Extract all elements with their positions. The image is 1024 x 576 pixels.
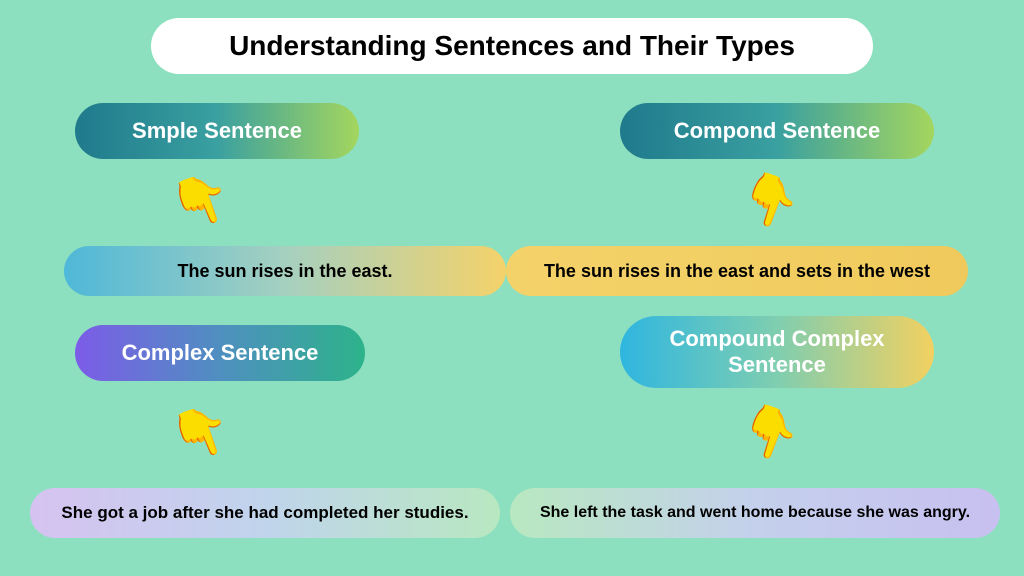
compound-example-text: The sun rises in the east and sets in th… bbox=[544, 261, 930, 282]
complex-example-text: She got a job after she had completed he… bbox=[61, 503, 468, 523]
pointer-down-icon: 👇 bbox=[166, 401, 239, 467]
simple-example-text: The sun rises in the east. bbox=[177, 261, 392, 282]
compoundcomplex-example: She left the task and went home because … bbox=[510, 488, 1000, 538]
complex-header-label: Complex Sentence bbox=[122, 340, 319, 366]
simple-header-label: Smple Sentence bbox=[132, 118, 302, 144]
complex-header: Complex Sentence bbox=[75, 325, 365, 381]
compoundcomplex-header-label: Compound Complex Sentence bbox=[634, 326, 920, 379]
pointer-down-icon: 👇 bbox=[734, 401, 807, 467]
pointer-down-icon: 👇 bbox=[734, 169, 807, 235]
compoundcomplex-header: Compound Complex Sentence bbox=[620, 316, 934, 388]
title-text: Understanding Sentences and Their Types bbox=[229, 30, 795, 62]
diagram-canvas: Understanding Sentences and Their Types … bbox=[0, 0, 1024, 576]
pointer-down-icon: 👇 bbox=[166, 169, 239, 235]
complex-example: She got a job after she had completed he… bbox=[30, 488, 500, 538]
title-pill: Understanding Sentences and Their Types bbox=[151, 18, 873, 74]
simple-header: Smple Sentence bbox=[75, 103, 359, 159]
compound-header: Compond Sentence bbox=[620, 103, 934, 159]
compound-header-label: Compond Sentence bbox=[674, 118, 881, 144]
compound-example: The sun rises in the east and sets in th… bbox=[506, 246, 968, 296]
simple-example: The sun rises in the east. bbox=[64, 246, 506, 296]
compoundcomplex-example-text: She left the task and went home because … bbox=[540, 504, 970, 522]
